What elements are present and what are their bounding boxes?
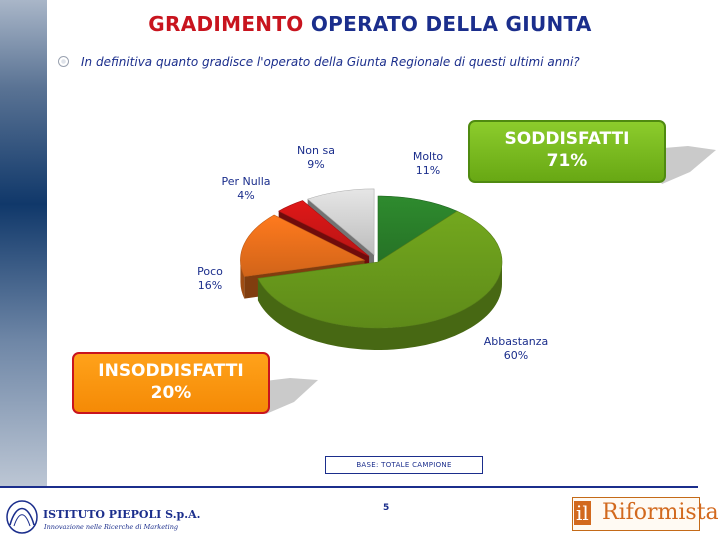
dissatisfied-value: 20% — [150, 383, 192, 403]
satisfied-callout: SODDISFATTI 71% — [468, 120, 666, 183]
riformista-name: Riformista — [602, 500, 719, 525]
riformista-frame — [572, 497, 700, 531]
piepoli-name: ISTITUTO PIEPOLI S.p.A. — [43, 508, 201, 521]
pie-slice-abbastanza — [257, 210, 503, 329]
left-decorative-bar — [0, 0, 47, 486]
bullet-icon — [58, 56, 69, 67]
slice-value-non-sa: 9% — [307, 158, 324, 171]
il-riformista-logo: il Riformista — [572, 497, 719, 531]
slice-category-non-sa: Non sa — [297, 144, 335, 157]
question-text: In definitiva quanto gradisce l'operato … — [81, 55, 580, 69]
pie-slice-side-abbastanza — [257, 262, 502, 350]
slice-category-poco: Poco — [197, 265, 223, 278]
survey-question: In definitiva quanto gradisce l'operato … — [58, 55, 580, 69]
riformista-prefix: il — [574, 501, 591, 525]
pie-slice-side-poco — [240, 260, 245, 299]
slice-category-abbastanza: Abbastanza — [484, 335, 549, 348]
slice-value-abbastanza: 60% — [504, 349, 528, 362]
piepoli-emblem-icon — [6, 500, 38, 534]
slice-category-molto: Molto — [413, 150, 444, 163]
dissatisfied-callout: INSODDISFATTI 20% — [72, 352, 270, 414]
page-number: 5 — [383, 503, 390, 513]
piepoli-tagline: Innovazione nelle Ricerche di Marketing — [44, 523, 179, 531]
footer-divider — [0, 486, 698, 488]
satisfied-label: SODDISFATTI — [504, 129, 630, 149]
slice-value-poco: 16% — [198, 279, 222, 292]
page-title: GRADIMENTO OPERATO DELLA GIUNTA — [60, 12, 680, 36]
pie-slices — [240, 188, 503, 350]
dissatisfied-label: INSODDISFATTI — [98, 361, 244, 381]
title-part-2: OPERATO DELLA GIUNTA — [310, 12, 592, 36]
pie-slice-molto — [377, 195, 458, 263]
satisfied-value: 71% — [546, 151, 588, 171]
slice-category-per-nulla: Per Nulla — [221, 175, 270, 188]
title-part-1: GRADIMENTO — [148, 12, 304, 36]
pie-slice-non-sa — [307, 188, 375, 256]
slice-value-molto: 11% — [416, 164, 440, 177]
pie-slice-per-nulla — [278, 200, 370, 257]
base-note: BASE: TOTALE CAMPIONE — [325, 456, 483, 474]
istituto-piepoli-logo: ISTITUTO PIEPOLI S.p.A. Innovazione nell… — [4, 495, 200, 537]
slice-value-per-nulla: 4% — [237, 189, 254, 202]
pie-slice-poco — [240, 214, 366, 277]
